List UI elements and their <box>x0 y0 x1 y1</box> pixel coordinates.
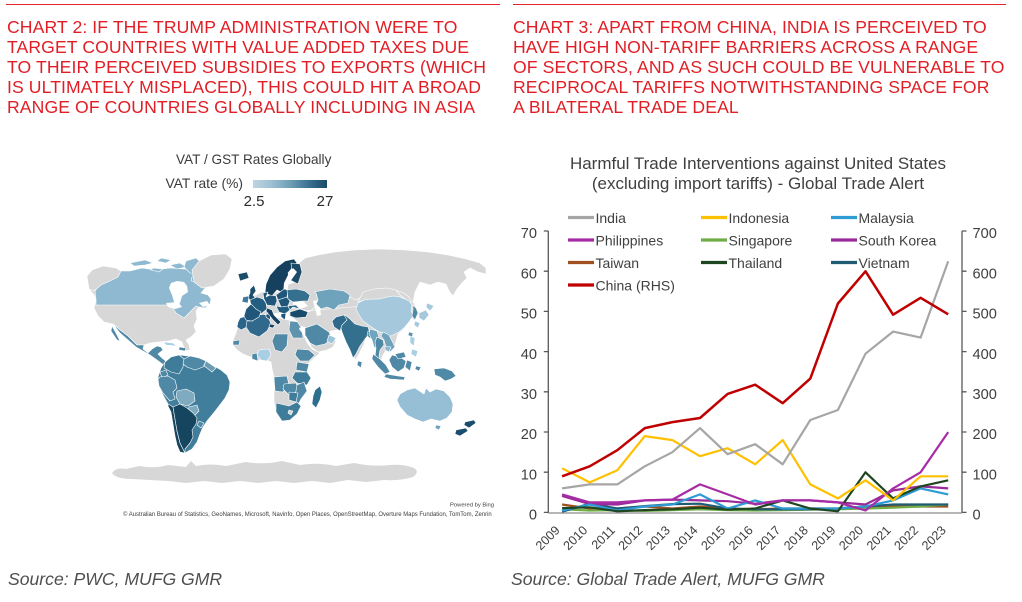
svg-text:2020: 2020 <box>836 523 866 553</box>
svg-text:(excluding import tariffs) - G: (excluding import tariffs) - Global Trad… <box>592 174 925 193</box>
svg-text:40: 40 <box>521 347 537 363</box>
svg-text:India: India <box>596 210 627 226</box>
svg-text:South Korea: South Korea <box>859 233 937 249</box>
svg-text:2021: 2021 <box>864 523 894 553</box>
svg-text:China (RHS): China (RHS) <box>596 278 675 294</box>
svg-text:400: 400 <box>973 347 997 363</box>
svg-text:300: 300 <box>973 387 997 403</box>
svg-text:Harmful Trade Interventions ag: Harmful Trade Interventions against Unit… <box>570 154 946 173</box>
svg-text:Malaysia: Malaysia <box>859 210 914 226</box>
svg-text:2010: 2010 <box>561 523 591 553</box>
svg-text:0: 0 <box>973 508 981 524</box>
svg-text:10: 10 <box>521 467 537 483</box>
svg-text:2016: 2016 <box>726 523 756 553</box>
svg-text:0: 0 <box>529 508 537 524</box>
svg-text:2014: 2014 <box>671 523 701 553</box>
svg-text:Indonesia: Indonesia <box>729 210 790 226</box>
svg-text:2022: 2022 <box>892 523 922 553</box>
svg-text:2015: 2015 <box>699 523 729 553</box>
svg-text:Thailand: Thailand <box>729 255 783 271</box>
svg-text:600: 600 <box>973 266 997 282</box>
svg-text:700: 700 <box>973 226 997 242</box>
svg-text:Vietnam: Vietnam <box>859 255 910 271</box>
svg-text:2019: 2019 <box>809 523 839 553</box>
svg-text:70: 70 <box>521 226 537 242</box>
svg-text:2011: 2011 <box>589 523 618 552</box>
svg-text:Singapore: Singapore <box>729 233 793 249</box>
svg-text:2018: 2018 <box>781 523 811 553</box>
svg-text:Philippines: Philippines <box>596 233 664 249</box>
svg-text:20: 20 <box>521 427 537 443</box>
svg-text:2012: 2012 <box>616 523 646 553</box>
svg-text:2013: 2013 <box>643 523 673 553</box>
svg-text:100: 100 <box>973 467 997 483</box>
svg-text:50: 50 <box>521 307 537 323</box>
svg-text:2017: 2017 <box>754 523 784 553</box>
svg-text:60: 60 <box>521 266 537 282</box>
svg-text:Taiwan: Taiwan <box>596 255 640 271</box>
svg-text:2023: 2023 <box>919 523 949 553</box>
svg-text:200: 200 <box>973 427 997 443</box>
svg-text:2009: 2009 <box>533 523 563 553</box>
svg-text:30: 30 <box>521 387 537 403</box>
svg-text:500: 500 <box>973 307 997 323</box>
